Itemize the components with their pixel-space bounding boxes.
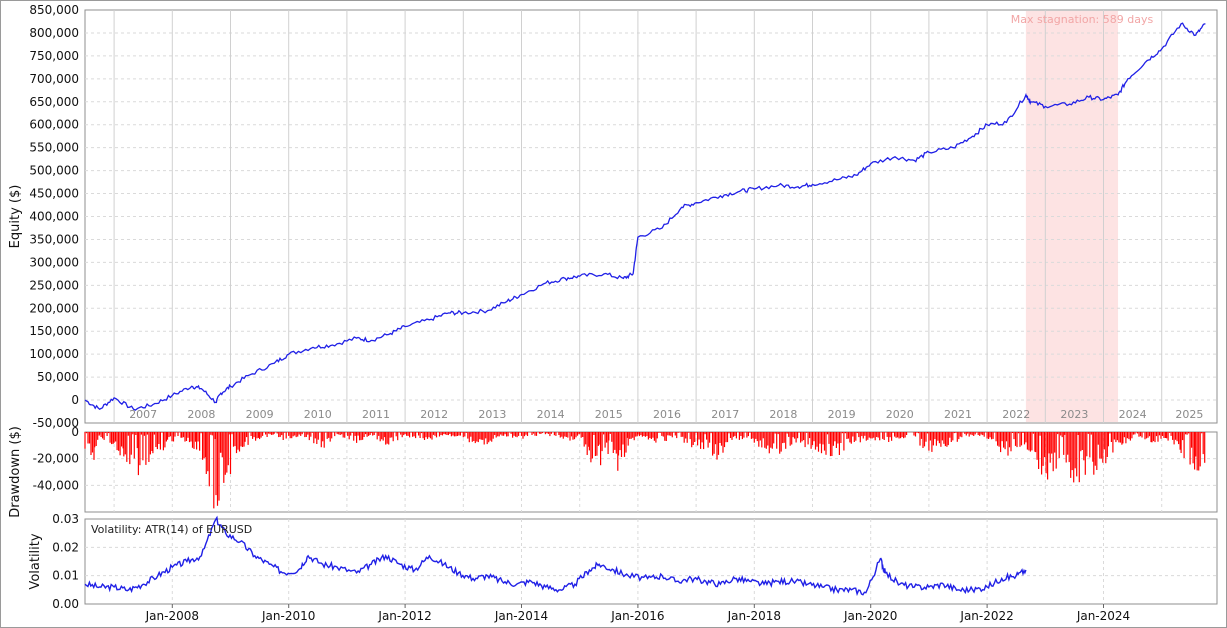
year-label: 2022 [1002,408,1030,421]
year-label: 2023 [1060,408,1088,421]
year-label: 2013 [478,408,506,421]
year-label: 2021 [944,408,972,421]
equity-y-tick-label: 650,000 [29,95,79,109]
volatility-y-axis-label: Volatility [28,533,43,589]
equity-y-tick-label: 500,000 [29,164,79,178]
year-label: 2011 [362,408,390,421]
volatility-y-tick-label: 0.03 [52,512,79,526]
year-label: 2008 [187,408,215,421]
equity-y-tick-label: 250,000 [29,278,79,292]
equity-y-tick-label: 600,000 [29,118,79,132]
x-tick-label: Jan-2014 [494,609,548,623]
volatility-y-tick-label: 0.00 [52,597,79,611]
stagnation-annotation: Max stagnation: 589 days [1011,13,1154,26]
drawdown-y-tick-label: 0 [71,425,79,439]
year-label: 2018 [769,408,797,421]
x-tick-label: Jan-2012 [377,609,431,623]
equity-y-tick-label: -50,000 [33,416,79,430]
year-label: 2015 [595,408,623,421]
x-tick-label: Jan-2020 [843,609,897,623]
equity-y-tick-label: 750,000 [29,49,79,63]
year-label: 2019 [828,408,856,421]
equity-y-tick-label: 400,000 [29,210,79,224]
equity-y-tick-label: 700,000 [29,72,79,86]
year-label: 2025 [1175,408,1203,421]
x-tick-label: Jan-2010 [261,609,315,623]
year-label: 2016 [653,408,681,421]
volatility-legend: Volatility: ATR(14) of EURUSD [91,523,252,536]
equity-y-tick-label: 50,000 [37,370,79,384]
drawdown-y-tick-label: -40,000 [33,478,79,492]
year-label: 2007 [129,408,157,421]
year-label: 2012 [420,408,448,421]
x-tick-label: Jan-2018 [727,609,781,623]
year-label: 2024 [1119,408,1147,421]
x-tick-label: Jan-2016 [610,609,664,623]
year-label: 2020 [886,408,914,421]
equity-y-tick-label: 850,000 [29,3,79,17]
volatility-panel [84,518,1218,605]
x-tick-label: Jan-2008 [145,609,199,623]
equity-y-tick-label: 800,000 [29,26,79,40]
equity-y-axis-label: Equity ($) [8,185,23,249]
volatility-y-tick-label: 0.02 [52,540,79,554]
year-label: 2010 [304,408,332,421]
volatility-y-tick-label: 0.01 [52,569,79,583]
drawdown-y-axis-label: Drawdown ($) [8,426,23,518]
equity-y-tick-label: 200,000 [29,301,79,315]
x-tick-label: Jan-2022 [959,609,1013,623]
drawdown-y-tick-label: -20,000 [33,452,79,466]
equity-y-tick-label: 150,000 [29,324,79,338]
x-tick-label: Jan-2024 [1076,609,1130,623]
equity-y-tick-label: 300,000 [29,255,79,269]
equity-y-tick-label: 450,000 [29,187,79,201]
year-label: 2009 [246,408,274,421]
equity-y-tick-label: 550,000 [29,141,79,155]
year-label: 2017 [711,408,739,421]
equity-y-tick-label: 350,000 [29,232,79,246]
equity-y-tick-label: 0 [71,393,79,407]
year-label: 2014 [537,408,565,421]
equity-y-tick-label: 100,000 [29,347,79,361]
